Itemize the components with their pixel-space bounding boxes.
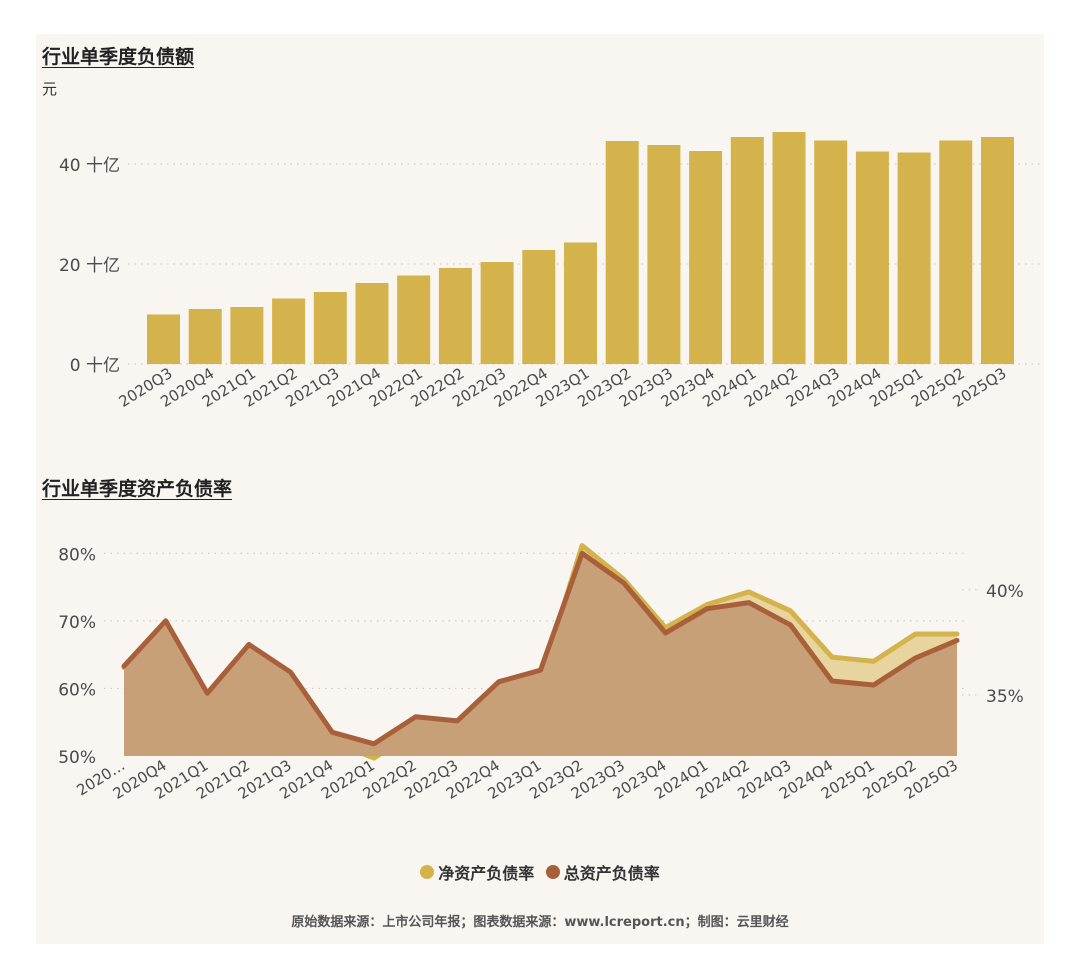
bar	[855, 151, 889, 364]
left-y-tick-label: 50%	[58, 748, 96, 768]
legend-label-total: 总资产负债率	[563, 864, 660, 883]
left-y-tick-label: 80%	[58, 545, 96, 565]
bar	[188, 309, 222, 364]
legend-item-net[interactable]: 净资产负债率	[420, 860, 534, 884]
bar	[981, 137, 1014, 364]
area-chart: 50%60%70%80%35%40%2020…2020Q42021Q12021Q…	[58, 543, 1024, 803]
series-line	[121, 550, 960, 747]
left-y-tick-label: 60%	[58, 680, 96, 700]
legend-item-total[interactable]: 总资产负债率	[545, 860, 660, 884]
bar	[897, 152, 931, 364]
bar	[438, 268, 472, 364]
bar	[564, 242, 597, 364]
bar	[230, 307, 264, 364]
bar	[397, 275, 431, 364]
bar	[605, 141, 639, 364]
right-y-tick-label: 35%	[986, 687, 1024, 707]
legend-dot-total-icon	[545, 865, 560, 879]
bar	[147, 314, 180, 364]
legend-label-net: 净资产负债率	[438, 864, 535, 883]
source-note: 原始数据来源：上市公司年报；图表数据来源：www.lcreport.cn；制图：…	[291, 915, 789, 930]
bar	[272, 298, 306, 364]
bar	[730, 137, 764, 364]
bar-y-tick-label: 20 十亿	[59, 256, 120, 276]
legend-dot-net-icon	[420, 865, 435, 879]
bar	[814, 140, 848, 364]
chart2-title: 行业单季度资产负债率	[42, 478, 233, 500]
chart1-unit-label: 元	[42, 80, 58, 98]
chart1-title: 行业单季度负债额	[42, 46, 195, 68]
left-y-tick-label: 70%	[58, 613, 96, 633]
bar	[480, 262, 514, 364]
bar	[772, 132, 806, 364]
bar	[689, 151, 723, 364]
right-y-tick-label: 40%	[986, 582, 1024, 602]
bar	[647, 145, 681, 364]
legend: 净资产负债率 总资产负债率	[0, 860, 1080, 884]
bar-y-tick-label: 0 十亿	[70, 356, 120, 376]
bar	[313, 292, 347, 364]
bar-y-tick-label: 40 十亿	[59, 156, 120, 176]
bar	[522, 250, 556, 364]
bar	[939, 140, 973, 364]
bar	[355, 283, 389, 364]
